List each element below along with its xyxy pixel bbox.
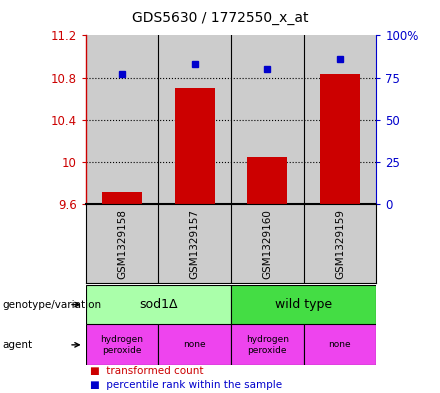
FancyBboxPatch shape bbox=[86, 204, 376, 283]
FancyBboxPatch shape bbox=[231, 324, 304, 365]
Text: wild type: wild type bbox=[275, 298, 332, 311]
Text: none: none bbox=[329, 340, 351, 349]
Text: sod1Δ: sod1Δ bbox=[139, 298, 178, 311]
FancyBboxPatch shape bbox=[86, 285, 231, 324]
Bar bbox=[102, 192, 142, 204]
Text: GSM1329157: GSM1329157 bbox=[190, 209, 200, 279]
Text: genotype/variation: genotype/variation bbox=[2, 299, 101, 310]
Text: GSM1329158: GSM1329158 bbox=[117, 209, 127, 279]
Text: hydrogen
peroxide: hydrogen peroxide bbox=[246, 335, 289, 354]
Text: GSM1329159: GSM1329159 bbox=[335, 209, 345, 279]
FancyBboxPatch shape bbox=[231, 285, 376, 324]
Text: GSM1329160: GSM1329160 bbox=[262, 209, 272, 279]
Bar bbox=[175, 88, 215, 204]
Bar bbox=[320, 74, 360, 204]
Text: agent: agent bbox=[2, 340, 32, 350]
Text: ■  transformed count: ■ transformed count bbox=[90, 366, 204, 376]
FancyBboxPatch shape bbox=[158, 324, 231, 365]
Text: ■  percentile rank within the sample: ■ percentile rank within the sample bbox=[90, 380, 282, 390]
Bar bbox=[247, 157, 287, 204]
FancyBboxPatch shape bbox=[86, 324, 158, 365]
Text: GDS5630 / 1772550_x_at: GDS5630 / 1772550_x_at bbox=[132, 11, 308, 25]
FancyBboxPatch shape bbox=[304, 324, 376, 365]
Text: none: none bbox=[183, 340, 206, 349]
Text: hydrogen
peroxide: hydrogen peroxide bbox=[101, 335, 143, 354]
